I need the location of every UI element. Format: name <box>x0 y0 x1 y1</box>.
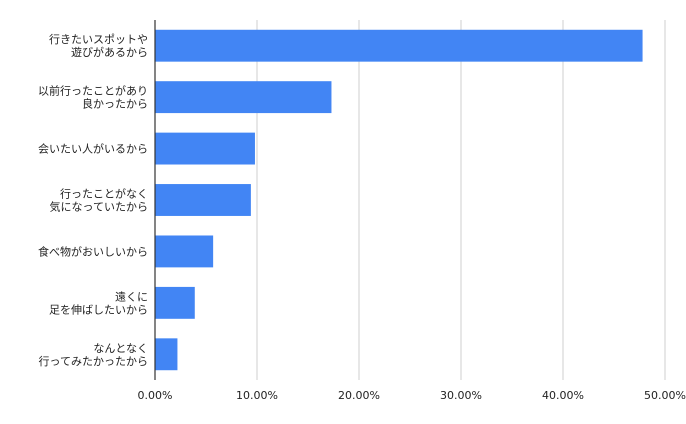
category-label-line: 行ってみたかったから <box>39 355 148 368</box>
x-tick-label: 40.00% <box>542 389 584 402</box>
bar <box>155 338 178 371</box>
bar <box>155 81 332 114</box>
category-labels: 行きたいスポットや遊びがあるから以前行ったことがあり良かったから会いたい人がいる… <box>38 33 148 368</box>
x-tick-label: 10.00% <box>236 389 278 402</box>
x-tick-labels: 0.00% 10.00% 20.00% 30.00% 40.00% 50.00% <box>138 389 686 402</box>
category-label-line: 行きたいスポットや <box>49 33 148 46</box>
category-label-line: 足を伸ばしたいから <box>49 303 148 316</box>
bar <box>155 29 643 62</box>
bar <box>155 235 214 268</box>
category-label-line: 行ったことがなく <box>60 187 148 201</box>
category-label: 以前行ったことがあり良かったから <box>38 84 148 111</box>
category-label-line: 遠くに <box>115 290 148 303</box>
category-label-line: 会いたい人がいるから <box>38 142 148 156</box>
x-tick-label: 50.00% <box>644 389 686 402</box>
category-label: 会いたい人がいるから <box>38 142 148 156</box>
category-label-line: 良かったから <box>82 97 148 111</box>
category-label-line: 遊びがあるから <box>71 45 148 59</box>
bar <box>155 286 195 319</box>
category-label: 行ったことがなく気になっていたから <box>50 187 148 214</box>
x-tick-label: 20.00% <box>338 389 380 402</box>
bar <box>155 184 251 216</box>
category-label-line: なんとなく <box>93 342 148 355</box>
bars <box>155 29 643 371</box>
category-label-line: 食べ物がおいしいから <box>38 244 148 258</box>
category-label: なんとなく行ってみたかったから <box>39 342 148 368</box>
x-tick-label: 30.00% <box>440 389 482 402</box>
category-label-line: 以前行ったことがあり <box>38 84 148 98</box>
category-label-line: 気になっていたから <box>50 200 148 214</box>
category-label: 食べ物がおいしいから <box>38 244 148 258</box>
bar <box>155 132 255 165</box>
category-label: 行きたいスポットや遊びがあるから <box>49 33 148 59</box>
x-tick-label: 0.00% <box>138 389 173 402</box>
category-label: 遠くに足を伸ばしたいから <box>49 290 148 316</box>
gridlines <box>256 20 666 380</box>
